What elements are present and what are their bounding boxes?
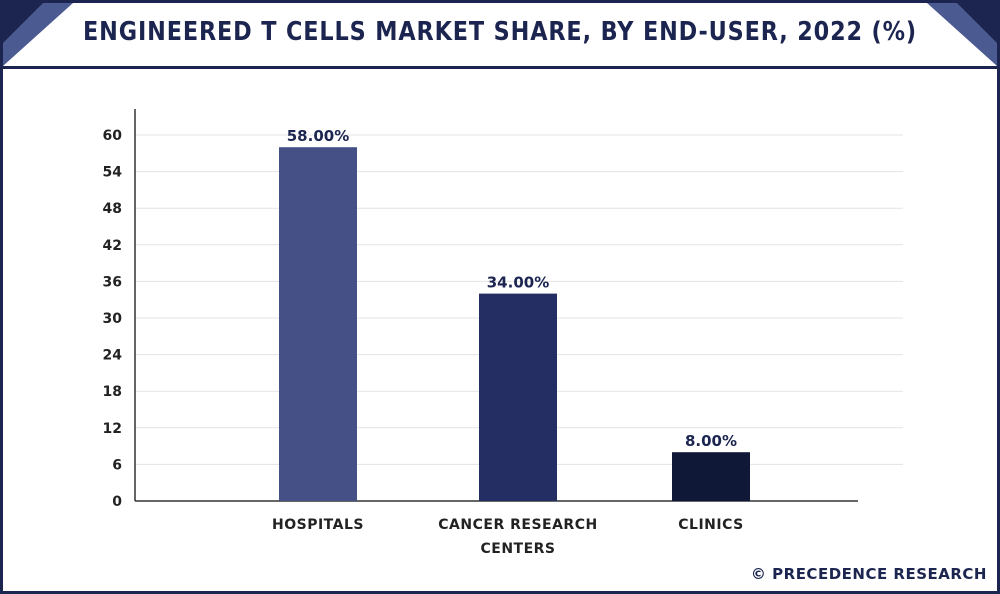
x-tick-label: CENTERS <box>480 541 555 557</box>
y-tick-label: 18 <box>103 384 122 400</box>
source-credit: © PRECEDENCE RESEARCH <box>750 565 987 583</box>
data-label: 34.00% <box>487 274 549 292</box>
y-tick-label: 36 <box>103 274 122 290</box>
data-label: 8.00% <box>685 432 737 450</box>
y-tick-label: 6 <box>112 457 122 473</box>
bar <box>479 293 557 501</box>
bar <box>672 452 750 501</box>
x-tick-label: CANCER RESEARCH <box>438 517 597 533</box>
data-label: 58.00% <box>287 127 349 145</box>
y-tick-label: 0 <box>112 494 122 510</box>
bar-chart: 0 6 12 18 24 30 36 42 48 54 60 58.00% HOSPITALS 34.00… <box>103 109 903 557</box>
y-tick-label: 30 <box>103 311 123 327</box>
y-tick-label: 24 <box>103 348 123 364</box>
bar <box>279 147 357 501</box>
header-banner: ENGINEERED T CELLS MARKET SHARE, BY END-… <box>3 3 997 69</box>
y-tick-label: 12 <box>103 421 122 437</box>
y-tick-label: 54 <box>103 165 123 181</box>
y-tick-label: 48 <box>103 201 122 217</box>
chart-title: ENGINEERED T CELLS MARKET SHARE, BY END-… <box>83 17 917 47</box>
corner-decoration-left <box>3 3 73 66</box>
y-tick-label: 60 <box>103 128 123 144</box>
x-tick-label: HOSPITALS <box>272 517 364 533</box>
y-tick-label: 42 <box>103 238 122 254</box>
x-tick-label: CLINICS <box>678 517 743 533</box>
corner-decoration-right <box>927 3 997 66</box>
